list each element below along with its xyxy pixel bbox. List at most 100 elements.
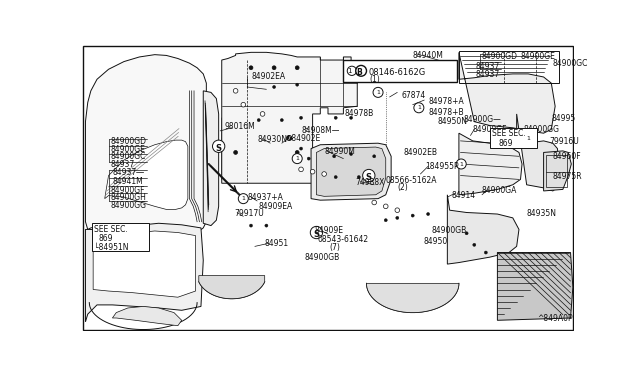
- Text: 84930N: 84930N: [257, 135, 287, 144]
- Circle shape: [349, 116, 353, 119]
- Circle shape: [334, 116, 337, 119]
- Text: S: S: [366, 173, 372, 182]
- Text: 84937: 84937: [476, 70, 500, 79]
- Text: 84902EB: 84902EB: [403, 148, 438, 157]
- Circle shape: [349, 153, 353, 155]
- Circle shape: [473, 243, 476, 246]
- Circle shape: [295, 151, 299, 154]
- Circle shape: [280, 119, 284, 122]
- Text: 84900GC: 84900GC: [553, 58, 588, 67]
- Text: 98016M: 98016M: [224, 122, 255, 131]
- Polygon shape: [204, 91, 219, 225]
- Polygon shape: [113, 307, 182, 326]
- Circle shape: [295, 66, 299, 70]
- Circle shape: [384, 219, 387, 222]
- Circle shape: [250, 224, 253, 227]
- Text: 84995: 84995: [551, 114, 575, 123]
- Circle shape: [272, 66, 276, 70]
- Circle shape: [296, 83, 299, 86]
- Text: 184955P: 184955P: [425, 163, 459, 171]
- Text: 1: 1: [348, 68, 352, 74]
- Bar: [490, 128, 538, 148]
- Circle shape: [212, 140, 225, 153]
- Text: 84978+B: 84978+B: [428, 108, 464, 117]
- Text: 1: 1: [241, 196, 245, 201]
- Text: 84937+A: 84937+A: [247, 193, 283, 202]
- Text: (2): (2): [397, 183, 408, 192]
- Text: 84900GH: 84900GH: [498, 132, 534, 141]
- Text: 84935N: 84935N: [527, 209, 557, 218]
- Text: 84950: 84950: [424, 237, 448, 246]
- Circle shape: [426, 212, 429, 216]
- Text: 84940M: 84940M: [413, 51, 444, 60]
- Text: 84908M—: 84908M—: [301, 126, 339, 135]
- Circle shape: [310, 226, 323, 239]
- Text: 08566-5162A: 08566-5162A: [386, 176, 437, 185]
- Polygon shape: [516, 114, 559, 191]
- Text: ^849A0P: ^849A0P: [538, 314, 573, 323]
- Text: 84960F: 84960F: [553, 153, 582, 161]
- Text: S: S: [216, 144, 221, 153]
- Text: 08543-61642: 08543-61642: [317, 235, 369, 244]
- Bar: [459, 51, 559, 83]
- Polygon shape: [316, 147, 386, 196]
- Text: 84902EA: 84902EA: [251, 73, 285, 81]
- Text: 67874: 67874: [401, 91, 426, 100]
- Polygon shape: [459, 133, 522, 195]
- Polygon shape: [86, 223, 204, 322]
- Text: 869: 869: [499, 139, 513, 148]
- Circle shape: [333, 155, 336, 158]
- Text: 1: 1: [526, 136, 530, 141]
- Circle shape: [234, 89, 238, 93]
- Polygon shape: [447, 195, 519, 264]
- Circle shape: [238, 194, 248, 203]
- Circle shape: [322, 172, 326, 176]
- Circle shape: [292, 154, 302, 164]
- Polygon shape: [221, 52, 357, 183]
- Text: 84900GC: 84900GC: [111, 153, 146, 161]
- Circle shape: [249, 66, 253, 70]
- Circle shape: [414, 103, 424, 113]
- Circle shape: [300, 147, 303, 150]
- Polygon shape: [311, 143, 391, 200]
- Text: S: S: [314, 230, 319, 239]
- Polygon shape: [105, 140, 188, 209]
- Circle shape: [234, 151, 237, 154]
- Text: 84900GG: 84900GG: [111, 201, 147, 210]
- Bar: [546, 155, 568, 187]
- Text: 74967Y: 74967Y: [360, 65, 389, 74]
- Text: 84900GB: 84900GB: [305, 253, 340, 262]
- Text: 84975R: 84975R: [553, 173, 582, 182]
- Circle shape: [356, 65, 367, 76]
- Circle shape: [300, 116, 303, 119]
- Text: SEE SEC.: SEE SEC.: [492, 129, 526, 138]
- Circle shape: [348, 66, 356, 76]
- Bar: [344, 60, 458, 81]
- Text: (7): (7): [330, 243, 340, 252]
- Text: 84978+A: 84978+A: [428, 97, 464, 106]
- Text: 1: 1: [295, 156, 299, 161]
- Circle shape: [257, 119, 260, 122]
- Text: ➐84902E: ➐84902E: [285, 134, 321, 143]
- Circle shape: [372, 200, 376, 205]
- Circle shape: [484, 251, 488, 254]
- Text: 84937: 84937: [476, 62, 500, 71]
- Circle shape: [411, 214, 414, 217]
- Circle shape: [241, 102, 246, 107]
- Circle shape: [307, 157, 310, 160]
- Text: 84900GF: 84900GF: [473, 125, 508, 134]
- Text: SEE SEC.: SEE SEC.: [94, 225, 127, 234]
- Text: 74988X: 74988X: [356, 178, 385, 187]
- Text: B: B: [356, 68, 362, 77]
- Text: 84978B: 84978B: [345, 109, 374, 118]
- Polygon shape: [367, 283, 459, 312]
- Circle shape: [395, 208, 399, 212]
- Circle shape: [260, 112, 265, 116]
- Text: (1): (1): [369, 76, 380, 84]
- Text: 84900GG: 84900GG: [524, 125, 559, 134]
- Text: 84914: 84914: [451, 191, 476, 200]
- Circle shape: [396, 217, 399, 219]
- Text: 84951: 84951: [265, 239, 289, 248]
- Polygon shape: [543, 151, 572, 191]
- Circle shape: [273, 86, 276, 89]
